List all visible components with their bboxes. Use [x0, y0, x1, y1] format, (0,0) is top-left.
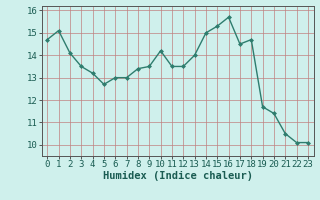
X-axis label: Humidex (Indice chaleur): Humidex (Indice chaleur) [103, 171, 252, 181]
